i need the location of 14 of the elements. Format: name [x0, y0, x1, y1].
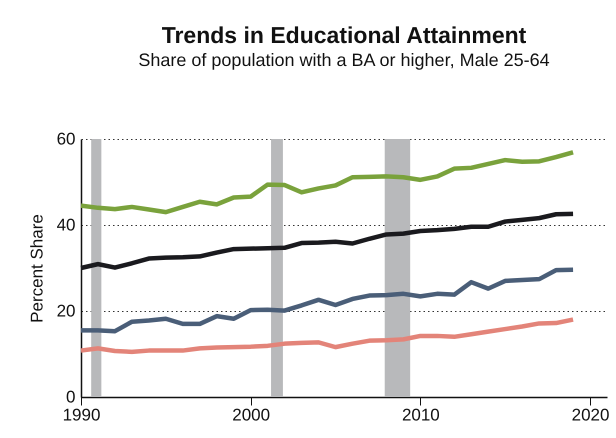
x-tick-label: 1990 [62, 406, 100, 424]
x-tick-label: 2010 [402, 406, 440, 424]
x-tick-label: 2020 [572, 406, 610, 424]
y-tick-label: 60 [56, 130, 76, 148]
y-axis-title: Percent Share [28, 214, 47, 323]
chart-title: Trends in Educational Attainment [162, 22, 527, 48]
y-tick-label: 20 [56, 302, 76, 320]
line-series [78, 212, 576, 270]
chart-subtitle: Share of population with a BA or higher, Male 25-64 [138, 50, 550, 70]
line-series [78, 150, 576, 214]
y-tick-label: 40 [56, 216, 76, 234]
line-series [78, 317, 576, 354]
x-tick-label: 2000 [232, 406, 270, 424]
y-tick-label: 0 [66, 388, 76, 406]
